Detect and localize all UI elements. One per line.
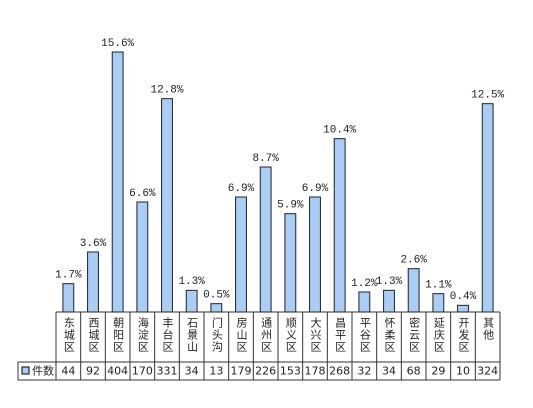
x-tick-label: 丰台区 bbox=[161, 317, 174, 353]
table-value: 44 bbox=[61, 365, 75, 378]
bar bbox=[383, 289, 395, 313]
x-tick-label: 顺义区 bbox=[284, 317, 297, 353]
table-value: 10 bbox=[456, 365, 470, 378]
data-label: 1.2% bbox=[351, 278, 378, 290]
legend-key bbox=[21, 366, 30, 375]
x-tick-label: 通州区 bbox=[260, 317, 273, 353]
x-tick-label: 石景山 bbox=[186, 317, 199, 353]
data-label: 2.6% bbox=[400, 255, 427, 267]
table-row-label: 件数 bbox=[32, 365, 54, 378]
bar bbox=[111, 51, 124, 313]
x-tick-label: 密云区 bbox=[408, 316, 421, 353]
x-tick-label: 西城区 bbox=[87, 317, 100, 353]
data-label: 12.5% bbox=[471, 90, 504, 102]
data-label: 15.6% bbox=[101, 38, 134, 50]
bar bbox=[358, 291, 371, 313]
table-value: 68 bbox=[407, 365, 421, 378]
table-value: 153 bbox=[280, 365, 301, 378]
bar bbox=[210, 303, 223, 313]
bar bbox=[185, 289, 198, 313]
bar bbox=[259, 166, 272, 313]
bar bbox=[333, 138, 346, 313]
bar bbox=[87, 251, 99, 313]
bar bbox=[432, 293, 445, 313]
table-value: 34 bbox=[185, 365, 199, 378]
x-tick-label: 房山区 bbox=[235, 317, 248, 353]
x-tick-label: 门头沟 bbox=[210, 316, 223, 353]
table-value: 226 bbox=[255, 365, 276, 378]
x-tick-label: 平谷区 bbox=[358, 317, 371, 353]
bar bbox=[136, 201, 149, 313]
bar bbox=[407, 268, 420, 313]
data-label: 1.3% bbox=[178, 276, 205, 288]
table-value: 29 bbox=[431, 365, 445, 378]
table-value: 178 bbox=[305, 365, 326, 378]
bar bbox=[284, 213, 297, 313]
table-value: 34 bbox=[382, 365, 396, 378]
data-label: 0.5% bbox=[203, 290, 230, 302]
table-value: 404 bbox=[107, 365, 128, 378]
x-tick-label: 其他 bbox=[482, 317, 495, 341]
x-tick-label: 朝阳区 bbox=[112, 317, 125, 353]
data-label: 3.6% bbox=[80, 238, 107, 250]
x-tick-label: 开发区 bbox=[457, 317, 470, 353]
data-label: 1.7% bbox=[55, 270, 82, 282]
x-tick-label: 海淀区 bbox=[136, 316, 149, 353]
data-label: 5.9% bbox=[277, 200, 304, 212]
data-label: 0.4% bbox=[450, 291, 477, 303]
data-label: 6.9% bbox=[228, 183, 255, 195]
bar bbox=[309, 196, 321, 313]
table-value: 324 bbox=[477, 365, 498, 378]
x-tick-label: 延庆区 bbox=[432, 317, 445, 353]
x-tick-label: 怀柔区 bbox=[383, 317, 396, 353]
x-tick-label: 昌平区 bbox=[334, 317, 347, 353]
bar bbox=[457, 304, 469, 313]
data-label: 1.3% bbox=[376, 276, 403, 288]
data-label: 12.8% bbox=[150, 85, 183, 97]
table-value: 13 bbox=[209, 365, 223, 378]
bar bbox=[62, 283, 75, 313]
x-tick-label: 大兴区 bbox=[309, 316, 322, 353]
data-label: 1.1% bbox=[425, 280, 452, 292]
bar bbox=[235, 196, 247, 313]
table-value: 170 bbox=[132, 365, 153, 378]
table-value: 179 bbox=[231, 365, 252, 378]
data-label: 6.6% bbox=[129, 188, 156, 200]
table-value: 32 bbox=[357, 365, 371, 378]
bar bbox=[161, 98, 173, 313]
bar bbox=[481, 103, 494, 313]
data-label: 10.4% bbox=[323, 125, 356, 137]
data-label: 6.9% bbox=[302, 183, 329, 195]
data-label: 8.7% bbox=[252, 153, 279, 165]
x-tick-label: 东城区 bbox=[62, 317, 75, 353]
table-value: 92 bbox=[86, 365, 100, 378]
table-value: 331 bbox=[157, 365, 178, 378]
table-value: 268 bbox=[329, 365, 350, 378]
